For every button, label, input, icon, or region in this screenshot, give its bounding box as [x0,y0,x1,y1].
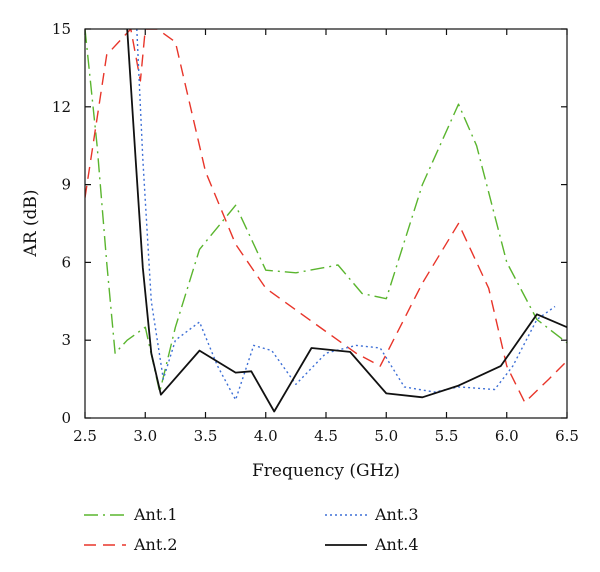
series-layer [85,29,567,413]
y-tick-label: 12 [52,98,71,116]
y-tick-label: 15 [52,20,71,38]
legend-label-2: Ant.2 [133,535,178,554]
y-tick-label: 3 [61,331,71,349]
x-tick-label: 3.0 [133,427,157,445]
y-tick-label: 6 [61,253,71,271]
y-tick-label: 9 [61,176,71,194]
series-line-2 [85,29,567,404]
legend-label-3: Ant.3 [374,505,419,524]
y-tick-label: 0 [61,409,71,427]
series-line-3 [136,29,556,401]
y-axis-label: AR (dB) [21,189,41,257]
x-tick-label: 3.5 [194,427,218,445]
legend-label-4: Ant.4 [374,535,419,554]
legend: Ant.1 Ant.2 Ant.3 Ant.4 [84,505,419,554]
x-tick-label: 6.5 [555,427,579,445]
x-tick-label: 4.5 [314,427,338,445]
x-tick-label: 2.5 [73,427,97,445]
plot-frame [84,28,568,419]
ticks-layer: 2.5 3.0 3.5 4.0 4.5 5.0 5.5 6.0 6.5 0 3 6 9 12 15 [52,20,579,445]
x-tick-label: 6.0 [495,427,519,445]
series-line-1 [85,29,567,393]
x-tick-label: 4.0 [254,427,278,445]
series-line-4 [126,29,567,413]
x-tick-label: 5.0 [374,427,398,445]
x-axis-label: Frequency (GHz) [252,461,400,481]
legend-label-1: Ant.1 [133,505,178,524]
x-tick-label: 5.5 [435,427,459,445]
